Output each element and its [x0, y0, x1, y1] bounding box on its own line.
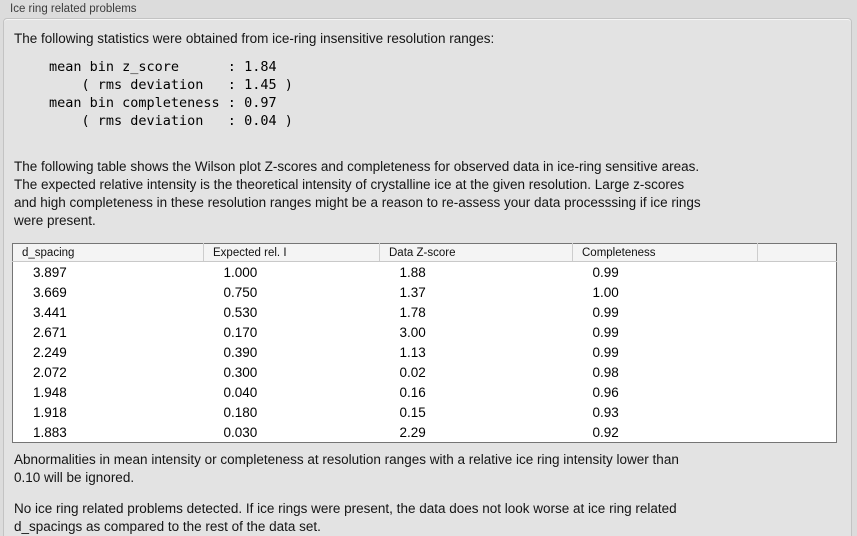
table-cell[interactable]: 2.249 [33, 344, 67, 360]
column-header[interactable]: d_spacing [12, 243, 204, 262]
table-cell[interactable]: 0.300 [223, 364, 258, 380]
table-cell[interactable]: 0.99 [592, 264, 619, 280]
table-cell[interactable] [758, 382, 837, 402]
table-cell[interactable]: 0.750 [223, 284, 258, 300]
table-row[interactable]: 1.918 0.180 0.15 0.93 [13, 402, 837, 422]
summary-stats-block: mean bin z_score : 1.84 ( rms deviation … [49, 59, 293, 129]
groupbox-title: Ice ring related problems [10, 3, 137, 15]
table-cell[interactable]: 3.00 [399, 324, 426, 340]
table-cell[interactable]: 0.180 [223, 404, 258, 420]
table-cell[interactable]: 1.88 [399, 264, 426, 280]
table-row[interactable]: 3.669 0.750 1.37 1.00 [13, 282, 837, 302]
table-cell[interactable]: 0.96 [592, 384, 619, 400]
table-cell[interactable]: 0.99 [592, 324, 619, 340]
table-cell[interactable]: 0.92 [592, 424, 619, 440]
table-row[interactable]: 1.948 0.040 0.16 0.96 [13, 382, 837, 402]
table-cell[interactable]: 1.918 [33, 404, 67, 420]
groupbox: The following statistics were obtained f… [3, 18, 852, 536]
table-cell[interactable]: 3.897 [33, 264, 67, 280]
table-cell[interactable]: 0.530 [223, 304, 258, 320]
table-cell[interactable]: 0.99 [592, 344, 619, 360]
table-cell[interactable]: 1.883 [33, 424, 67, 440]
column-header[interactable]: Expected rel. I [203, 243, 380, 262]
table-cell[interactable] [758, 262, 837, 283]
table-cell[interactable]: 1.37 [399, 284, 426, 300]
ice-ring-table: d_spacing Expected rel. I Data Z-score Comp… [12, 243, 837, 443]
table-cell[interactable]: 0.15 [399, 404, 426, 420]
table-row[interactable]: 1.883 0.030 2.29 0.92 [13, 422, 837, 443]
table-cell[interactable]: 0.98 [592, 364, 619, 380]
ice-ring-table-container: d_spacing Expected rel. I Data Z-score Comp… [12, 243, 841, 443]
table-cell[interactable]: 0.030 [223, 424, 258, 440]
table-cell[interactable]: 0.170 [223, 324, 258, 340]
table-cell[interactable]: 0.02 [399, 364, 426, 380]
table-cell[interactable] [758, 342, 837, 362]
table-cell[interactable]: 0.93 [592, 404, 619, 420]
table-cell[interactable] [758, 422, 837, 443]
table-cell[interactable]: 0.390 [223, 344, 258, 360]
table-cell[interactable] [758, 302, 837, 322]
table-cell[interactable]: 2.671 [33, 324, 67, 340]
ignore-note: Abnormalities in mean intensity or compl… [14, 452, 679, 485]
conclusion-text: No ice ring related problems detected. I… [14, 501, 677, 534]
groupbox-content: The following statistics were obtained f… [4, 30, 851, 536]
table-cell[interactable]: 1.78 [399, 304, 426, 320]
table-row[interactable]: 2.072 0.300 0.02 0.98 [13, 362, 837, 382]
table-cell[interactable] [758, 402, 837, 422]
table-cell[interactable]: 0.16 [399, 384, 426, 400]
table-cell[interactable]: 1.948 [33, 384, 67, 400]
table-cell[interactable]: 0.040 [223, 384, 258, 400]
table-cell[interactable] [758, 282, 837, 302]
column-header[interactable] [757, 243, 837, 262]
table-cell[interactable] [758, 362, 837, 382]
table-row[interactable]: 3.897 1.000 1.88 0.99 [13, 262, 837, 283]
table-cell[interactable]: 3.669 [33, 284, 67, 300]
table-row[interactable]: 2.671 0.170 3.00 0.99 [13, 322, 837, 342]
table-cell[interactable]: 1.000 [223, 264, 258, 280]
table-cell[interactable]: 1.00 [592, 284, 619, 300]
table-row[interactable]: 2.249 0.390 1.13 0.99 [13, 342, 837, 362]
table-cell[interactable]: 3.441 [33, 304, 67, 320]
intro-text: The following statistics were obtained f… [14, 31, 495, 46]
table-header-row: d_spacing Expected rel. I Data Z-score Comp… [12, 243, 837, 262]
table-row[interactable]: 3.441 0.530 1.78 0.99 [13, 302, 837, 322]
column-header[interactable]: Data Z-score [379, 243, 573, 262]
column-header[interactable]: Completeness [572, 243, 758, 262]
table-cell[interactable]: 0.99 [592, 304, 619, 320]
table-cell[interactable]: 2.072 [33, 364, 67, 380]
table-cell[interactable]: 2.29 [399, 424, 426, 440]
table-cell[interactable]: 1.13 [399, 344, 426, 360]
table-cell[interactable] [758, 322, 837, 342]
table-description: The following table shows the Wilson plo… [14, 159, 701, 228]
